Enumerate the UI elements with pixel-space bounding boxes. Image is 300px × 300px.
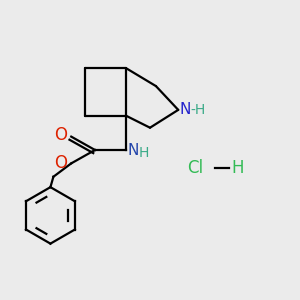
Text: H: H bbox=[232, 159, 244, 177]
Text: O: O bbox=[54, 126, 67, 144]
Text: N: N bbox=[128, 142, 139, 158]
Text: -H: -H bbox=[191, 103, 206, 117]
Text: N: N bbox=[180, 102, 191, 117]
Text: O: O bbox=[54, 154, 67, 172]
Text: Cl: Cl bbox=[188, 159, 203, 177]
Text: H: H bbox=[139, 146, 149, 160]
